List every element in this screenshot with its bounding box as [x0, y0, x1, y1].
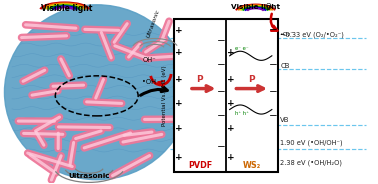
- Text: −: −: [269, 87, 277, 97]
- Text: Potential Vs. NHE (eV): Potential Vs. NHE (eV): [162, 66, 167, 126]
- Text: −: −: [217, 87, 226, 97]
- Text: +: +: [175, 26, 182, 35]
- Text: Ultrasonic: Ultrasonic: [146, 9, 161, 39]
- Text: WS₂: WS₂: [243, 161, 261, 170]
- Text: −0.33 eV (O₂/•O₂⁻): −0.33 eV (O₂/•O₂⁻): [280, 32, 344, 38]
- Text: +: +: [227, 75, 234, 84]
- Text: −: −: [269, 111, 277, 121]
- Text: CB: CB: [280, 63, 290, 69]
- Text: Visible light: Visible light: [41, 4, 92, 13]
- Text: •O₂⁻: •O₂⁻: [279, 32, 293, 37]
- Text: P: P: [197, 75, 203, 84]
- Text: −: −: [217, 36, 226, 46]
- Text: +: +: [175, 99, 182, 108]
- Ellipse shape: [5, 5, 189, 180]
- Text: −: −: [217, 111, 226, 121]
- Text: +: +: [175, 153, 182, 162]
- Text: Ultrasonic: Ultrasonic: [68, 173, 110, 179]
- Text: −: −: [217, 142, 226, 152]
- Text: PVDF: PVDF: [188, 161, 212, 170]
- Text: Visible light: Visible light: [231, 4, 280, 10]
- Text: −: −: [217, 60, 226, 70]
- Text: +: +: [227, 99, 234, 108]
- Text: O₂: O₂: [266, 3, 274, 8]
- Text: h⁺ h⁺: h⁺ h⁺: [235, 111, 249, 116]
- Text: +: +: [227, 124, 234, 133]
- Text: 2.38 eV (•OH/H₂O): 2.38 eV (•OH/H₂O): [280, 159, 342, 166]
- Text: e⁻ e⁻: e⁻ e⁻: [235, 46, 249, 51]
- Text: −: −: [269, 25, 277, 35]
- Text: +: +: [175, 124, 182, 133]
- Text: P: P: [248, 75, 255, 84]
- Text: +: +: [175, 75, 182, 84]
- Text: +: +: [175, 48, 182, 57]
- Text: OH⁻: OH⁻: [143, 57, 156, 63]
- Text: VB: VB: [280, 117, 290, 123]
- Text: +: +: [227, 48, 234, 57]
- Text: −: −: [269, 60, 277, 70]
- Text: •OH: •OH: [142, 79, 156, 85]
- Text: 1.90 eV (•OH/OH⁻): 1.90 eV (•OH/OH⁻): [280, 139, 343, 146]
- Text: +: +: [227, 153, 234, 162]
- Bar: [174, 19, 277, 172]
